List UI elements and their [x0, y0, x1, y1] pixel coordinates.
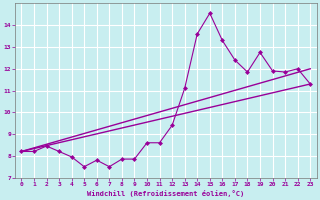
X-axis label: Windchill (Refroidissement éolien,°C): Windchill (Refroidissement éolien,°C) [87, 190, 244, 197]
